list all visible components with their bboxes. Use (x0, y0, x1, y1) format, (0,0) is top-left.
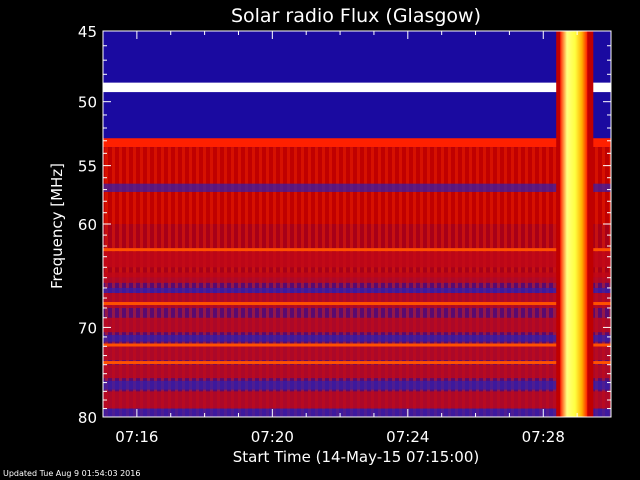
interference-line (103, 343, 611, 347)
intensity-row (103, 335, 611, 342)
y-tick-label: 70 (78, 319, 97, 337)
x-tick-label: 07:28 (522, 428, 565, 446)
burst-event (560, 31, 588, 417)
intensity-row (103, 391, 611, 409)
frequency-band (103, 138, 611, 148)
x-axis-label: Start Time (14-May-15 07:15:00) (233, 448, 479, 466)
x-tick-label: 07:20 (251, 428, 294, 446)
frequency-band (103, 92, 611, 139)
plot-area (103, 31, 611, 417)
frequency-band (103, 31, 611, 83)
intensity-row (103, 317, 611, 333)
intensity-row (103, 183, 611, 192)
intensity-row (103, 287, 611, 294)
intensity-row (103, 408, 611, 417)
frequency-band (103, 82, 611, 93)
y-tick-label: 45 (78, 23, 97, 41)
y-tick-label: 60 (78, 216, 97, 234)
y-axis-label: Frequency [MHz] (48, 163, 66, 289)
y-tick-label: 55 (78, 158, 97, 176)
intensity-row (103, 251, 611, 268)
y-axis: 45 50 55 60 70 80 (78, 23, 611, 427)
chart-title: Solar radio Flux (Glasgow) (231, 5, 481, 27)
intensity-row (103, 293, 611, 308)
updated-timestamp: Updated Tue Aug 9 01:54:03 2016 (3, 469, 141, 478)
intensity-row (103, 380, 611, 390)
y-tick-label: 50 (78, 94, 97, 112)
x-tick-label: 07:16 (115, 428, 158, 446)
x-axis: 07:16 07:20 07:24 07:28 (102, 31, 612, 446)
interference-line (103, 302, 611, 306)
intensity-row (103, 364, 611, 379)
y-tick-label: 80 (78, 409, 97, 427)
x-tick-label: 07:24 (386, 428, 429, 446)
intensity-row (103, 346, 611, 361)
interference-line (103, 248, 611, 252)
interference-line (103, 361, 611, 365)
intensity-row (103, 272, 611, 283)
